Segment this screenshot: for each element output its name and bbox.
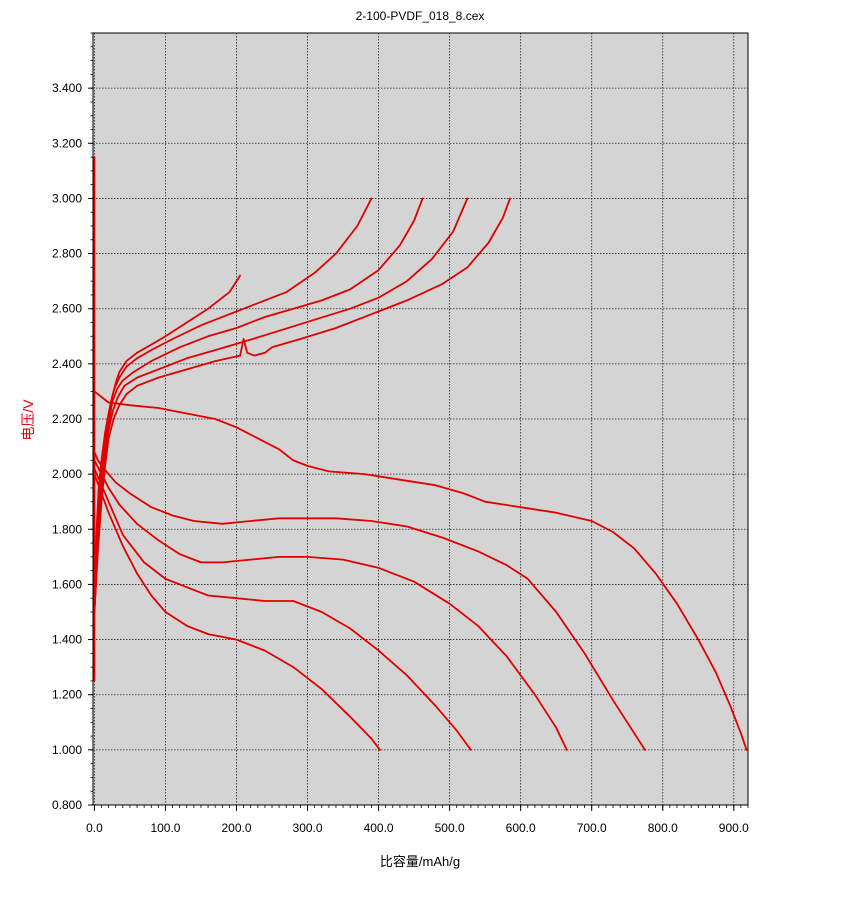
x-tick-labels: 0.0 100.0 200.0 300.0 400.0 500.0 600.0 700.0 80…	[86, 821, 749, 835]
series-line-5	[93, 467, 472, 751]
y-tick-label: 3.400	[52, 81, 82, 95]
y-tick-label: 3.200	[52, 136, 82, 150]
axes	[88, 32, 749, 811]
y-tick-labels: 0.800 1.000 1.200 1.400 1.600 1.800 2.000 2.200…	[52, 81, 82, 812]
series-line-7	[93, 274, 241, 586]
x-tick-label: 400.0	[364, 821, 394, 835]
y-tick-label: 1.600	[52, 577, 82, 591]
y-tick-label: 1.200	[52, 688, 82, 702]
y-tick-label: 2.800	[52, 247, 82, 261]
x-tick-label: 300.0	[293, 821, 323, 835]
y-tick-label: 3.000	[52, 191, 82, 205]
y-axis-label: 电压/V	[20, 399, 36, 441]
series-line-3	[93, 451, 646, 751]
y-tick-label: 1.800	[52, 522, 82, 536]
x-tick-label: 700.0	[577, 821, 607, 835]
series-layer	[93, 156, 748, 751]
x-tick-label: 500.0	[435, 821, 465, 835]
y-tick-label: 0.800	[52, 798, 82, 812]
y-tick-label: 1.400	[52, 633, 82, 647]
chart-title: 2-100-PVDF_018_8.cex	[356, 9, 485, 23]
y-tick-label: 2.000	[52, 467, 82, 481]
x-tick-label: 0.0	[86, 821, 103, 835]
series-line-10	[93, 197, 469, 613]
series-line-6	[93, 473, 381, 751]
y-tick-label: 1.000	[52, 743, 82, 757]
x-tick-label: 900.0	[719, 821, 749, 835]
x-tick-label: 200.0	[221, 821, 251, 835]
y-tick-label: 2.200	[52, 412, 82, 426]
series-line-4	[93, 459, 568, 751]
series-line-2	[93, 390, 748, 751]
series-line-8	[93, 197, 373, 613]
plot-frame	[92, 32, 749, 806]
y-tick-label: 2.600	[52, 302, 82, 316]
series-line-11	[93, 197, 511, 613]
x-tick-label: 100.0	[150, 821, 180, 835]
y-tick-label: 2.400	[52, 357, 82, 371]
x-tick-label: 600.0	[506, 821, 536, 835]
x-axis-label: 比容量/mAh/g	[380, 854, 460, 869]
x-tick-label: 800.0	[648, 821, 678, 835]
